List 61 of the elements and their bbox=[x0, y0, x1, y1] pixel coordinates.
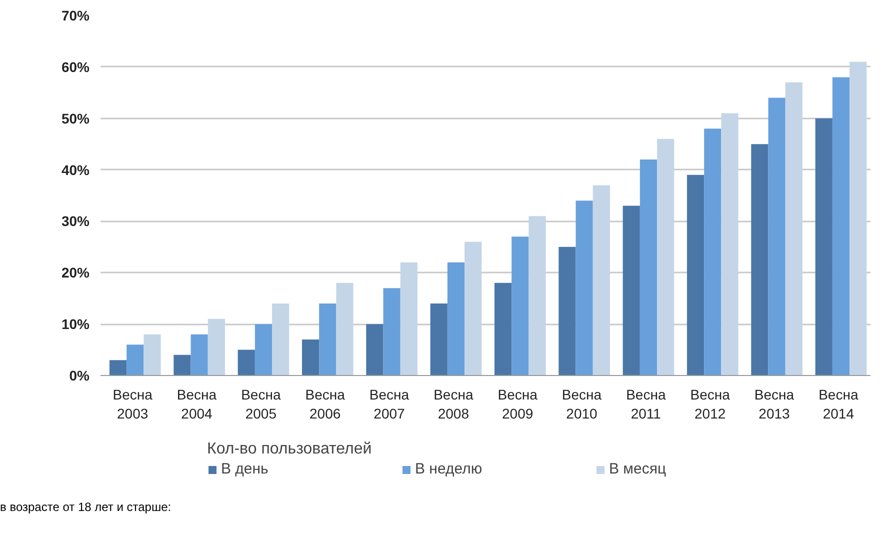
legend-label: В день bbox=[221, 460, 270, 478]
bar bbox=[785, 82, 802, 376]
bar bbox=[815, 118, 832, 376]
bar bbox=[494, 282, 512, 376]
bar bbox=[768, 98, 786, 376]
bar bbox=[686, 174, 704, 376]
bar bbox=[751, 144, 768, 376]
text: в возрасте от 18 лет и старше: bbox=[0, 499, 172, 516]
legend-label: В неделю bbox=[415, 460, 484, 478]
bar bbox=[302, 340, 320, 376]
bar bbox=[400, 262, 418, 376]
y-tick-label: 60% bbox=[61, 58, 90, 75]
bar bbox=[126, 344, 144, 376]
x-tick-label: Весна 2005 bbox=[241, 386, 281, 422]
bar bbox=[254, 324, 272, 376]
bar bbox=[336, 282, 354, 376]
x-tick-label: Весна 2007 bbox=[369, 386, 410, 422]
y-tick-label: 20% bbox=[61, 264, 90, 281]
bar bbox=[109, 360, 127, 376]
bar bbox=[528, 216, 546, 376]
bar bbox=[447, 262, 465, 376]
x-tick-label: Весна 2012 bbox=[690, 386, 730, 422]
x-tick-label: Весна 2006 bbox=[305, 386, 346, 422]
bar bbox=[592, 185, 610, 376]
y-tick-label: 10% bbox=[61, 316, 90, 332]
x-tick-label: Весна 2003 bbox=[112, 386, 153, 422]
legend-title: Кол-во пользователей bbox=[207, 440, 373, 458]
bar bbox=[704, 128, 722, 376]
y-tick-label: 0% bbox=[69, 368, 90, 384]
bar bbox=[430, 304, 448, 376]
bar bbox=[383, 288, 400, 376]
bar bbox=[558, 246, 576, 376]
bar bbox=[366, 324, 384, 376]
bar bbox=[174, 354, 191, 376]
x-tick-label: Весна 2011 bbox=[626, 386, 666, 422]
x-tick-label: Весна 2004 bbox=[176, 386, 217, 422]
bar bbox=[272, 304, 290, 376]
bar bbox=[850, 62, 867, 376]
bar bbox=[657, 138, 674, 376]
bar bbox=[144, 334, 161, 376]
bar bbox=[576, 200, 593, 376]
bar bbox=[512, 236, 529, 376]
x-tick-label: Весна 2008 bbox=[434, 386, 474, 422]
x-tick-label: Весна 2013 bbox=[754, 386, 794, 422]
bar bbox=[190, 334, 208, 376]
legend-label: В месяц bbox=[609, 460, 668, 478]
x-tick-label: Весна 2014 bbox=[818, 386, 858, 422]
bar bbox=[319, 304, 336, 376]
x-tick-label: Весна 2009 bbox=[498, 386, 538, 422]
y-tick-label: 70% bbox=[61, 8, 90, 24]
bar bbox=[238, 350, 255, 376]
y-tick-label: 30% bbox=[61, 213, 90, 230]
bar bbox=[622, 206, 640, 376]
bar bbox=[208, 318, 225, 376]
bar bbox=[464, 242, 482, 376]
y-tick-label: 40% bbox=[61, 162, 90, 178]
bar bbox=[640, 160, 658, 376]
bar bbox=[721, 113, 738, 376]
x-tick-label: Весна 2010 bbox=[562, 386, 602, 422]
bar bbox=[832, 77, 850, 376]
y-tick-label: 50% bbox=[61, 110, 90, 126]
